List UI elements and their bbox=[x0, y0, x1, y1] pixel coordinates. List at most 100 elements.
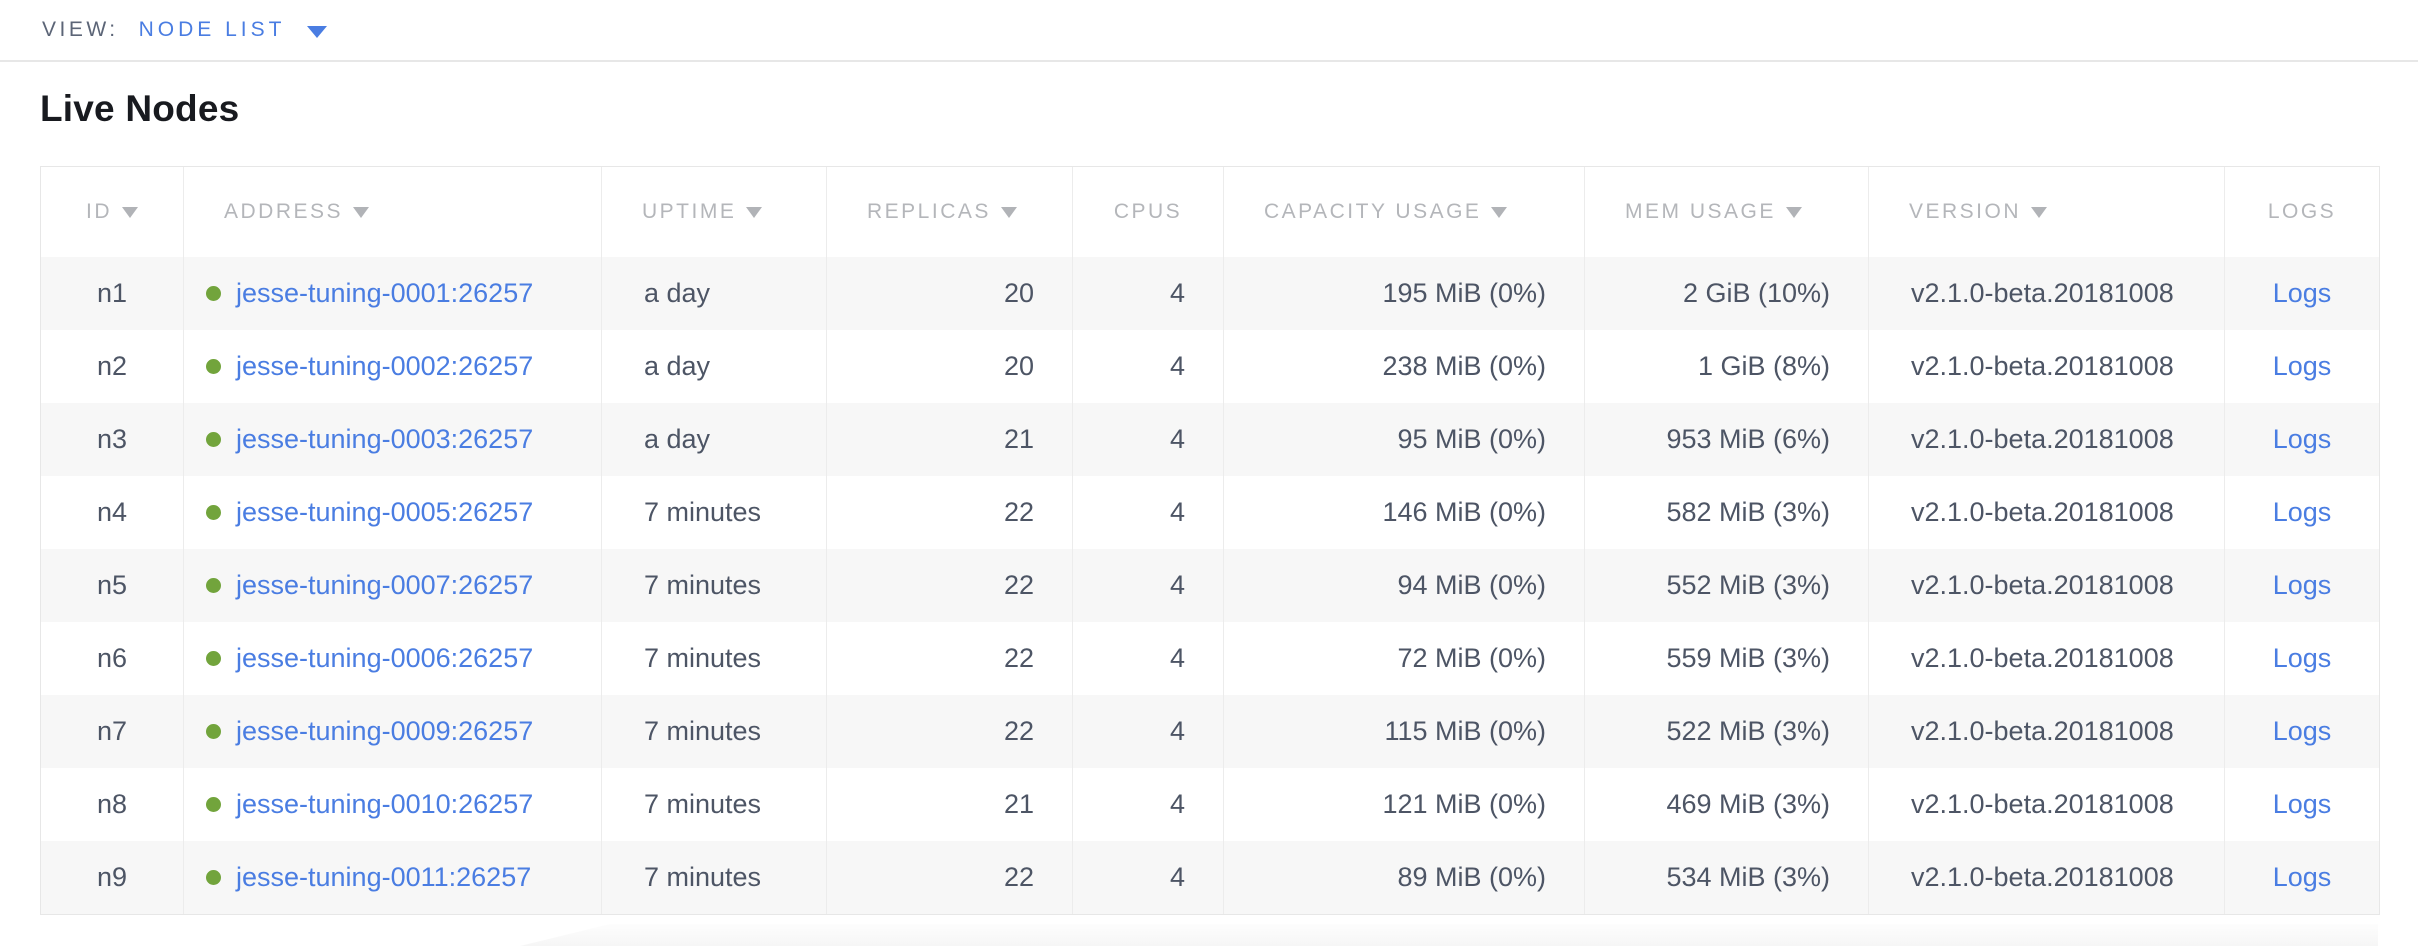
logs-link[interactable]: Logs bbox=[2272, 716, 2332, 746]
logs-link[interactable]: Logs bbox=[2272, 278, 2332, 308]
sort-descending-icon bbox=[353, 207, 370, 218]
node-row-n6: n6 jesse-tuning-0006:26257 7 minutes 22 4 72 … bbox=[41, 622, 2379, 695]
sort-descending-icon bbox=[1491, 207, 1508, 218]
column-header-address[interactable]: ADDRESS bbox=[184, 167, 602, 257]
replicas-cell: 22 bbox=[827, 695, 1073, 768]
version-cell: v2.1.0-beta.20181008 bbox=[1869, 549, 2225, 622]
uptime-cell: 7 minutes bbox=[602, 841, 827, 914]
capacity-cell: 89 MiB (0%) bbox=[1224, 841, 1585, 914]
node-row-n4: n4 jesse-tuning-0005:26257 7 minutes 22 4 146… bbox=[41, 476, 2379, 549]
node-address-link[interactable]: jesse-tuning-0001:26257 bbox=[236, 278, 534, 308]
column-header-replicas[interactable]: REPLICAS bbox=[827, 167, 1073, 257]
column-header-id[interactable]: ID bbox=[41, 167, 184, 257]
table-body: n1 jesse-tuning-0001:26257 a day 20 4 195 MiB… bbox=[41, 257, 2379, 914]
column-header-label: CAPACITY USAGE bbox=[1264, 200, 1482, 223]
logs-cell: Logs bbox=[2225, 549, 2379, 622]
sort-descending-icon bbox=[2031, 207, 2048, 218]
column-header-version[interactable]: VERSION bbox=[1869, 167, 2225, 257]
capacity-cell: 72 MiB (0%) bbox=[1224, 622, 1585, 695]
node-address-link[interactable]: jesse-tuning-0010:26257 bbox=[236, 789, 534, 819]
node-address-link[interactable]: jesse-tuning-0007:26257 bbox=[236, 570, 534, 600]
mem-cell: 522 MiB (3%) bbox=[1585, 695, 1869, 768]
column-header-mem[interactable]: MEM USAGE bbox=[1585, 167, 1869, 257]
live-status-dot-icon bbox=[206, 723, 221, 739]
node-address-link[interactable]: jesse-tuning-0006:26257 bbox=[236, 643, 534, 673]
uptime-cell: 7 minutes bbox=[602, 768, 827, 841]
replicas-cell: 20 bbox=[827, 257, 1073, 330]
uptime-cell: 7 minutes bbox=[602, 622, 827, 695]
uptime-cell: 7 minutes bbox=[602, 549, 827, 622]
column-header-logs: LOGS bbox=[2225, 167, 2379, 257]
bottom-shadow bbox=[520, 924, 2378, 946]
uptime-cell: a day bbox=[602, 403, 827, 476]
mem-cell: 1 GiB (8%) bbox=[1585, 330, 1869, 403]
table-header-row: ID ADDRESS UPTIME REPLICAS CPUS CAPACITY USAG… bbox=[41, 167, 2379, 257]
live-status-dot-icon bbox=[206, 869, 221, 885]
node-row-n9: n9 jesse-tuning-0011:26257 7 minutes 22 4 89 … bbox=[41, 841, 2379, 914]
logs-link[interactable]: Logs bbox=[2272, 497, 2332, 527]
node-address-link[interactable]: jesse-tuning-0003:26257 bbox=[236, 424, 534, 454]
live-status-dot-icon bbox=[206, 650, 221, 666]
logs-link[interactable]: Logs bbox=[2272, 424, 2332, 454]
column-header-label: VERSION bbox=[1909, 200, 2022, 223]
cpus-cell: 4 bbox=[1073, 330, 1224, 403]
sort-descending-icon bbox=[122, 207, 138, 218]
sort-descending-icon bbox=[1000, 207, 1017, 218]
view-selector-dropdown[interactable]: NODE LIST bbox=[139, 18, 328, 42]
logs-link[interactable]: Logs bbox=[2272, 643, 2332, 673]
cpus-cell: 4 bbox=[1073, 768, 1224, 841]
column-header-capacity[interactable]: CAPACITY USAGE bbox=[1224, 167, 1585, 257]
logs-link[interactable]: Logs bbox=[2272, 351, 2332, 381]
uptime-cell: a day bbox=[602, 330, 827, 403]
node-row-n7: n7 jesse-tuning-0009:26257 7 minutes 22 4 115… bbox=[41, 695, 2379, 768]
logs-link[interactable]: Logs bbox=[2272, 862, 2332, 892]
id-cell: n2 bbox=[41, 330, 184, 403]
node-address-link[interactable]: jesse-tuning-0011:26257 bbox=[236, 862, 532, 892]
address-cell: jesse-tuning-0010:26257 bbox=[184, 768, 602, 841]
capacity-cell: 195 MiB (0%) bbox=[1224, 257, 1585, 330]
cpus-cell: 4 bbox=[1073, 622, 1224, 695]
node-address-link[interactable]: jesse-tuning-0002:26257 bbox=[236, 351, 534, 381]
logs-cell: Logs bbox=[2225, 622, 2379, 695]
logs-cell: Logs bbox=[2225, 768, 2379, 841]
live-status-dot-icon bbox=[206, 358, 221, 374]
live-status-dot-icon bbox=[206, 796, 221, 812]
capacity-cell: 94 MiB (0%) bbox=[1224, 549, 1585, 622]
address-cell: jesse-tuning-0001:26257 bbox=[184, 257, 602, 330]
version-cell: v2.1.0-beta.20181008 bbox=[1869, 257, 2225, 330]
table-header: ID ADDRESS UPTIME REPLICAS CPUS CAPACITY USAG… bbox=[41, 167, 2379, 257]
column-header-cpus: CPUS bbox=[1073, 167, 1224, 257]
version-cell: v2.1.0-beta.20181008 bbox=[1869, 476, 2225, 549]
id-cell: n6 bbox=[41, 622, 184, 695]
column-header-label: UPTIME bbox=[642, 200, 737, 223]
column-header-label: MEM USAGE bbox=[1625, 200, 1776, 223]
column-header-label: LOGS bbox=[2267, 200, 2337, 223]
node-address-link[interactable]: jesse-tuning-0009:26257 bbox=[236, 716, 534, 746]
replicas-cell: 22 bbox=[827, 549, 1073, 622]
id-cell: n1 bbox=[41, 257, 184, 330]
mem-cell: 953 MiB (6%) bbox=[1585, 403, 1869, 476]
replicas-cell: 21 bbox=[827, 403, 1073, 476]
uptime-cell: a day bbox=[602, 257, 827, 330]
logs-link[interactable]: Logs bbox=[2272, 570, 2332, 600]
live-status-dot-icon bbox=[206, 431, 221, 447]
node-row-n3: n3 jesse-tuning-0003:26257 a day 21 4 95 MiB … bbox=[41, 403, 2379, 476]
version-cell: v2.1.0-beta.20181008 bbox=[1869, 841, 2225, 914]
cpus-cell: 4 bbox=[1073, 403, 1224, 476]
main-content: Live Nodes ID ADDRESS UPTIME REPLICAS CPUS CA… bbox=[0, 88, 2418, 915]
logs-link[interactable]: Logs bbox=[2272, 789, 2332, 819]
column-header-uptime[interactable]: UPTIME bbox=[602, 167, 827, 257]
column-header-label: ADDRESS bbox=[224, 200, 344, 223]
id-cell: n9 bbox=[41, 841, 184, 914]
version-cell: v2.1.0-beta.20181008 bbox=[1869, 330, 2225, 403]
capacity-cell: 146 MiB (0%) bbox=[1224, 476, 1585, 549]
live-nodes-table: ID ADDRESS UPTIME REPLICAS CPUS CAPACITY USAG… bbox=[40, 166, 2380, 915]
column-header-label: ID bbox=[86, 200, 112, 223]
version-cell: v2.1.0-beta.20181008 bbox=[1869, 768, 2225, 841]
id-cell: n3 bbox=[41, 403, 184, 476]
node-address-link[interactable]: jesse-tuning-0005:26257 bbox=[236, 497, 534, 527]
live-status-dot-icon bbox=[206, 504, 221, 520]
capacity-cell: 115 MiB (0%) bbox=[1224, 695, 1585, 768]
id-cell: n4 bbox=[41, 476, 184, 549]
column-header-label: CPUS bbox=[1113, 200, 1183, 223]
